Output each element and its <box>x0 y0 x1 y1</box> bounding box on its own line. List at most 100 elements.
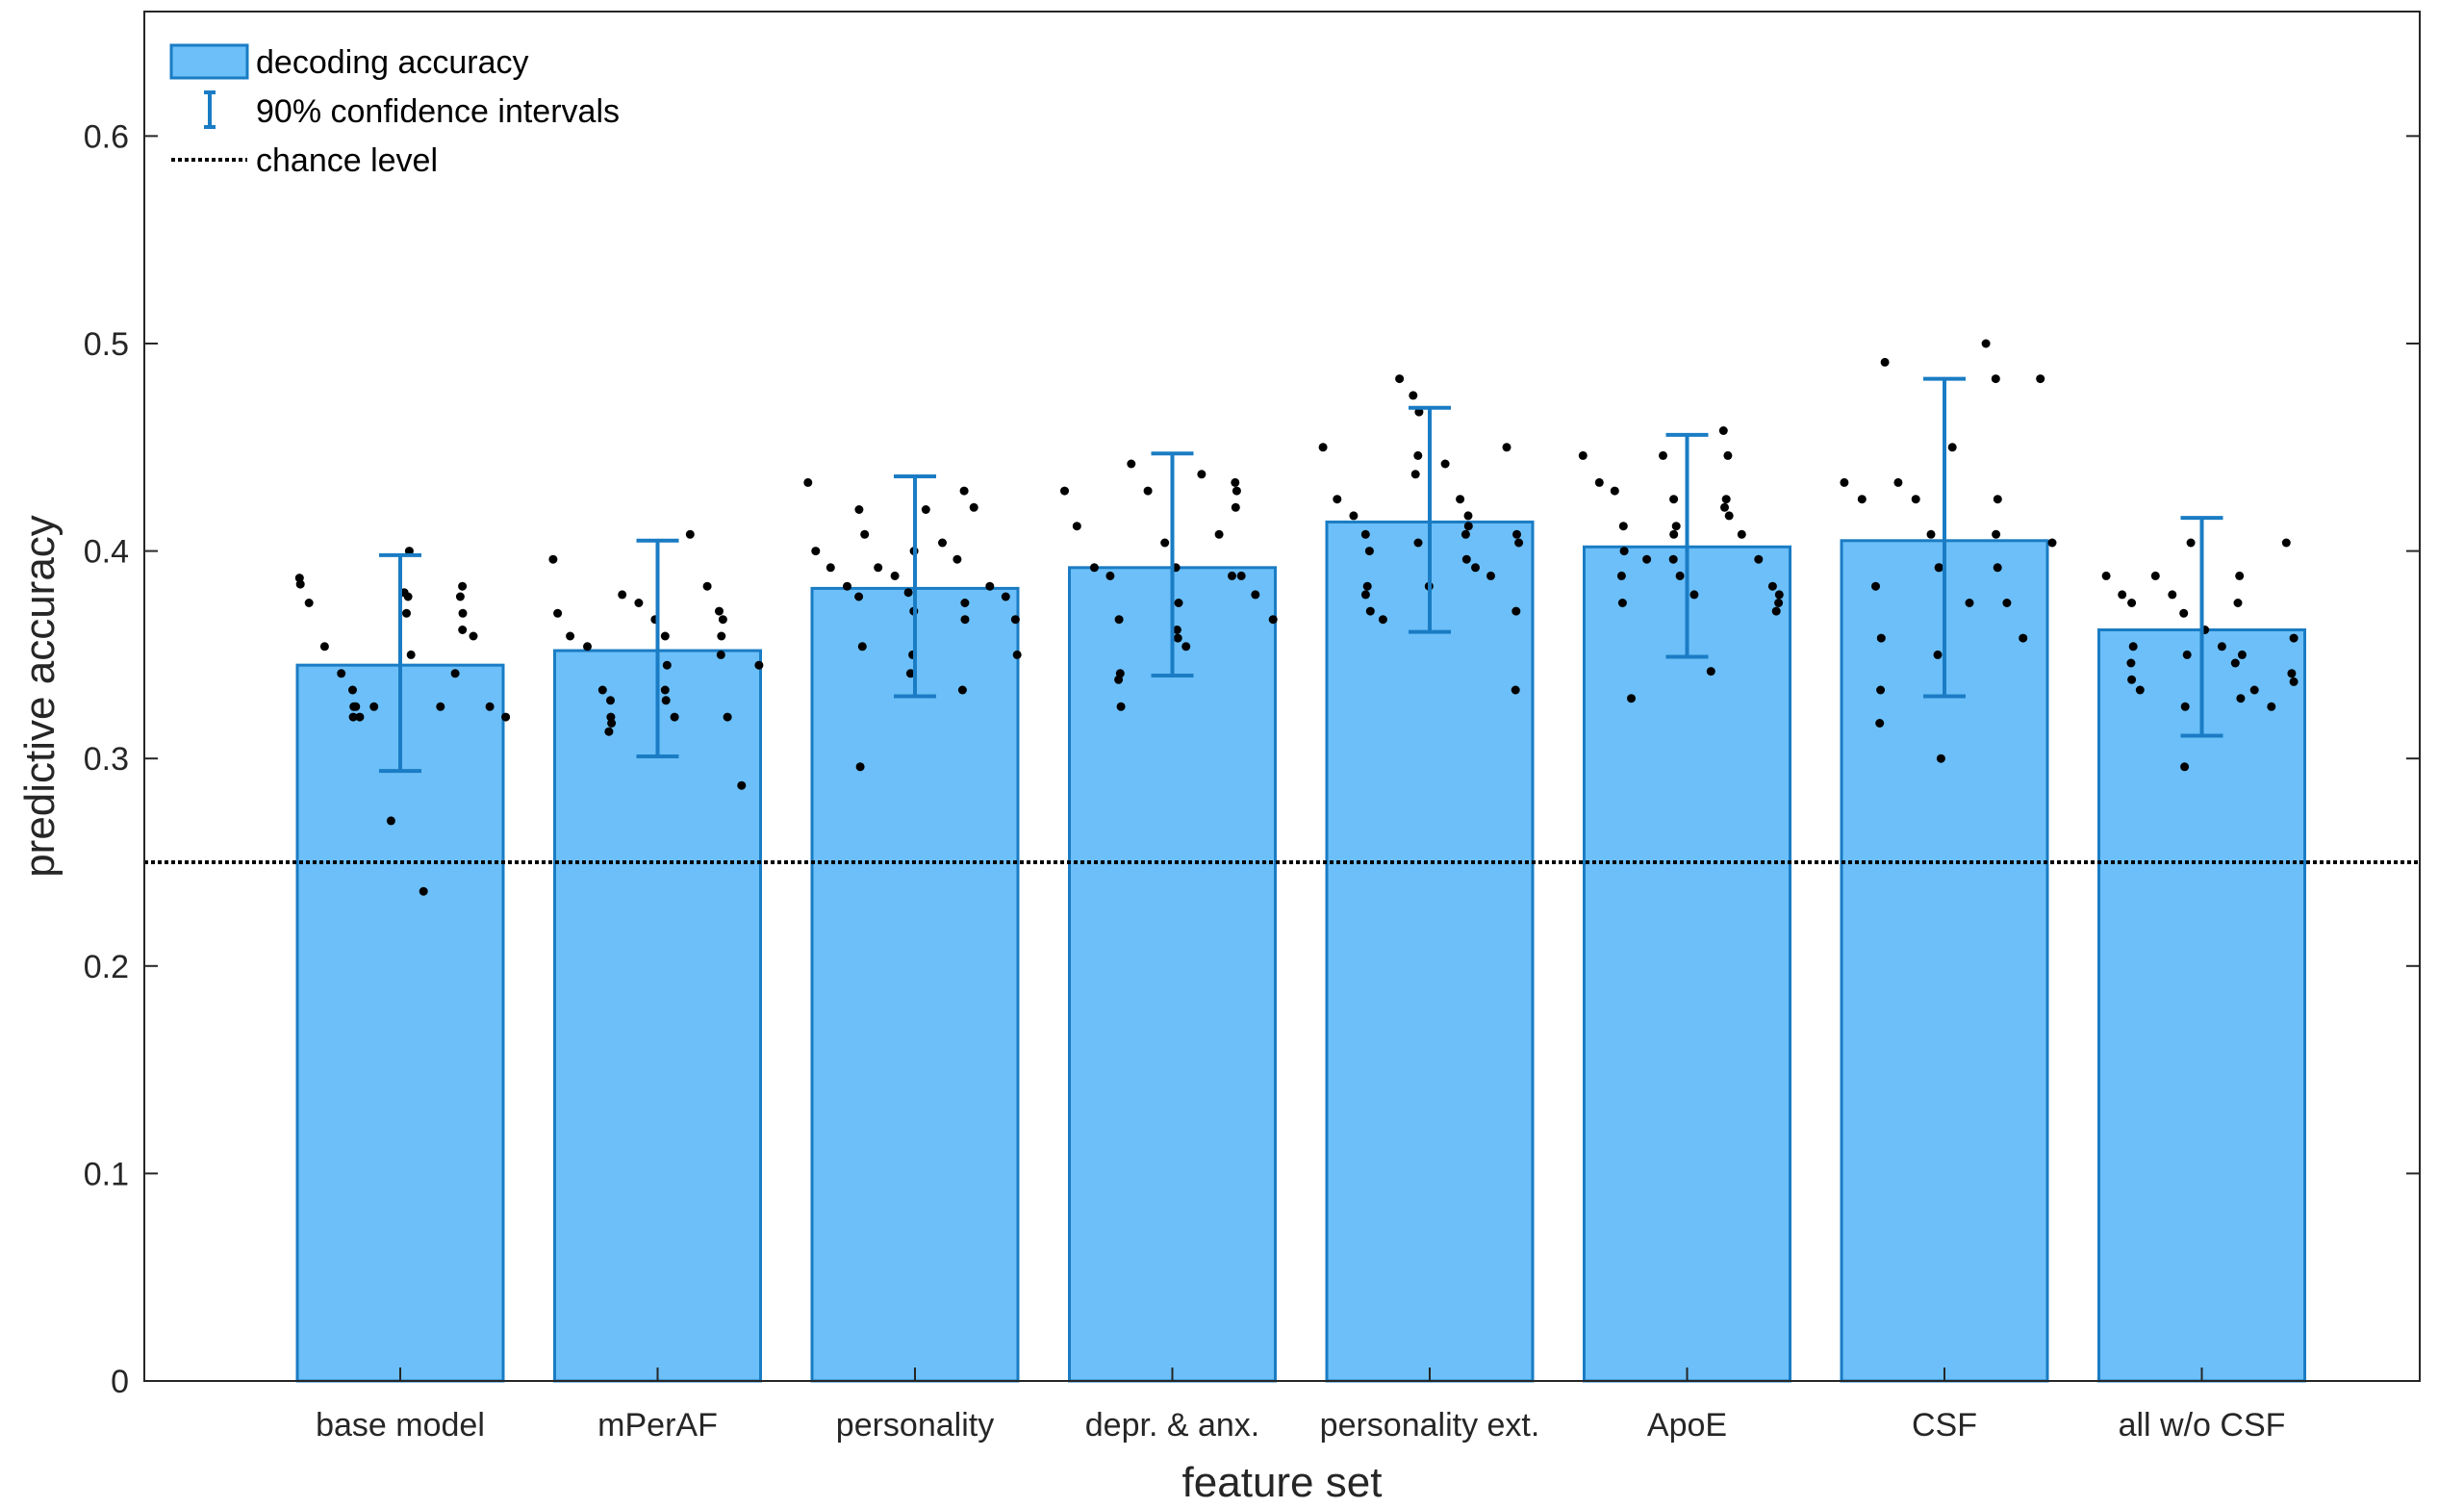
bar-all-w-o-csf <box>2097 628 2306 1383</box>
error-bar <box>894 473 936 699</box>
data-point <box>304 599 314 607</box>
data-point <box>1771 606 1781 616</box>
data-point <box>1840 477 1849 487</box>
data-point <box>1318 443 1328 452</box>
y-tick-label: 0 <box>111 1364 129 1400</box>
data-point <box>1642 554 1652 564</box>
legend-label-confidence-intervals: 90% confidence intervals <box>256 93 620 130</box>
data-point <box>1876 633 1886 643</box>
x-tick-label: depr. & anx. <box>1085 1407 1259 1444</box>
data-point <box>960 615 970 625</box>
legend-label-chance-level: chance level <box>256 142 438 179</box>
data-point <box>583 642 592 652</box>
error-bar <box>2180 516 2223 738</box>
data-point <box>1724 511 1734 521</box>
data-point <box>905 669 915 678</box>
data-point <box>1578 450 1588 460</box>
data-point <box>1010 615 1020 625</box>
data-point <box>2235 571 2245 580</box>
data-point <box>1395 374 1405 384</box>
data-point <box>402 608 411 618</box>
data-point <box>1926 529 1936 539</box>
data-point <box>1965 599 1974 607</box>
data-point <box>348 712 358 722</box>
plot-frame <box>143 11 2421 1382</box>
data-point <box>874 563 883 573</box>
legend-swatch-errorbar <box>204 90 216 129</box>
data-point <box>953 554 962 564</box>
legend: decoding accuracy 90% confidence interva… <box>169 43 620 179</box>
y-tick-label: 0.5 <box>84 326 129 363</box>
data-point <box>469 631 478 641</box>
x-tick-label: CSF <box>1912 1407 1977 1444</box>
data-point <box>660 631 670 641</box>
data-point <box>1410 470 1420 479</box>
data-point <box>1251 590 1260 600</box>
data-point <box>1627 694 1636 703</box>
data-point <box>1461 554 1471 564</box>
error-bar <box>1151 451 1194 677</box>
data-point <box>1116 702 1126 711</box>
bar-personality-ext- <box>1325 520 1535 1383</box>
data-point <box>1936 754 1945 763</box>
legend-label-decoding-accuracy: decoding accuracy <box>256 44 529 81</box>
data-point <box>1935 563 1943 573</box>
data-point <box>1214 529 1224 539</box>
data-point <box>960 599 970 607</box>
data-point <box>1947 443 1957 452</box>
data-point <box>553 608 563 618</box>
data-point <box>1871 581 1880 591</box>
error-bar <box>1665 432 1709 659</box>
data-point <box>716 650 725 659</box>
data-point <box>2287 669 2297 678</box>
data-point <box>604 727 614 736</box>
data-point <box>985 581 995 591</box>
data-point <box>2236 694 2246 703</box>
data-point <box>1893 477 1903 487</box>
data-point <box>1364 547 1374 556</box>
data-point <box>1706 667 1715 677</box>
data-point <box>670 712 679 722</box>
data-point <box>854 505 864 514</box>
data-point <box>1675 571 1685 580</box>
data-point <box>1857 495 1867 504</box>
data-point <box>1619 547 1629 556</box>
data-point <box>1502 443 1511 452</box>
data-point <box>854 592 864 601</box>
data-point <box>803 477 813 487</box>
data-point <box>1511 606 1521 616</box>
bar-depr-anx- <box>1068 566 1277 1383</box>
y-tick-label: 0.3 <box>84 741 129 778</box>
data-point <box>1114 615 1124 625</box>
data-point <box>857 642 867 652</box>
data-point <box>1228 571 1236 580</box>
error-bar <box>1409 405 1451 634</box>
x-tick-label: mPerAF <box>597 1407 718 1444</box>
data-point <box>1072 522 1081 531</box>
x-tick-label: personality ext. <box>1320 1407 1540 1444</box>
x-tick-label: ApoE <box>1647 1407 1727 1444</box>
bar-base-model <box>295 663 505 1383</box>
data-point <box>319 642 329 652</box>
data-point <box>1689 590 1699 600</box>
x-axis-title: feature set <box>1182 1459 1383 1506</box>
data-point <box>1160 538 1170 548</box>
data-point <box>1360 590 1370 600</box>
data-point <box>1413 450 1423 460</box>
data-point <box>938 538 947 548</box>
data-point <box>386 816 395 826</box>
data-point <box>2217 642 2226 652</box>
error-bars-layer <box>379 376 2223 774</box>
y-tick-label: 0.2 <box>84 949 129 985</box>
data-point <box>1456 495 1465 504</box>
data-point <box>1669 529 1679 539</box>
data-point <box>566 631 575 641</box>
data-point <box>1409 391 1418 400</box>
data-point <box>1127 459 1136 469</box>
data-point <box>404 547 414 556</box>
data-point <box>855 762 865 772</box>
data-point <box>1514 538 1524 548</box>
data-point <box>1911 495 1920 504</box>
data-point <box>458 608 468 618</box>
data-point <box>737 780 747 790</box>
